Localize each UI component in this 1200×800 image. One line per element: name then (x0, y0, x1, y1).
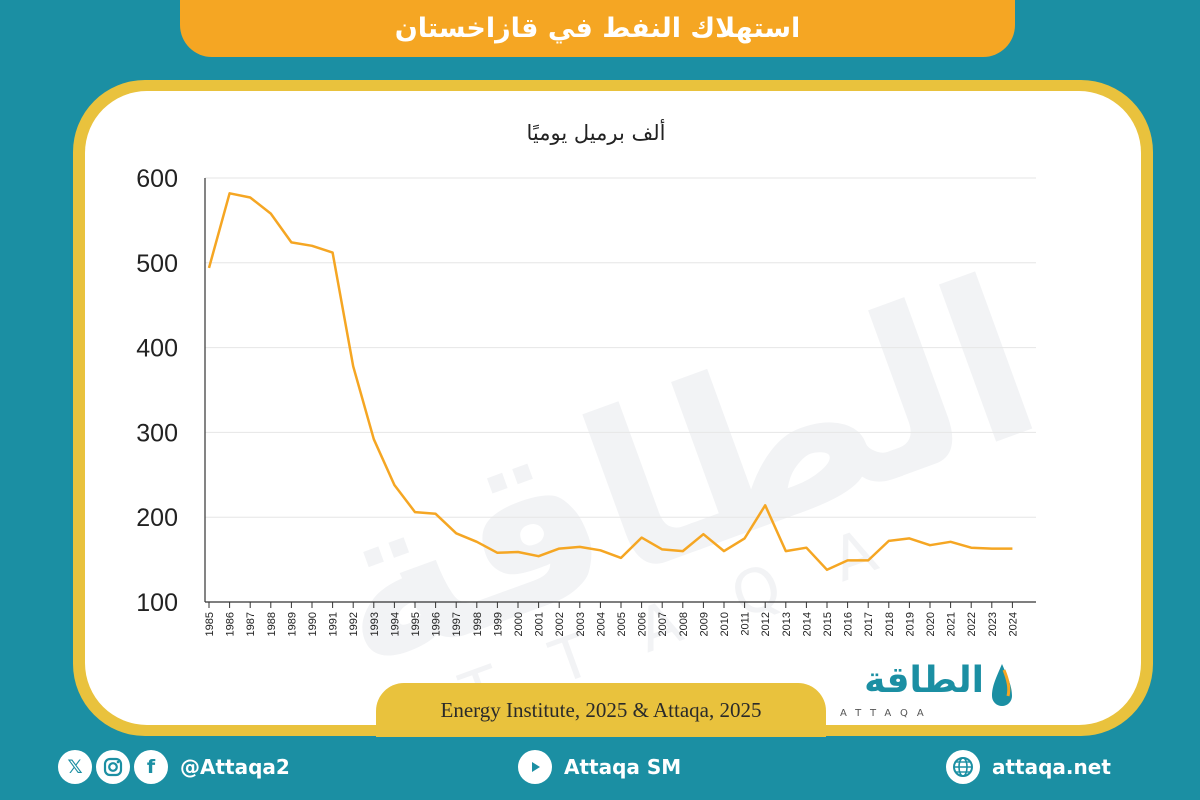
y-tick-label: 200 (136, 504, 178, 532)
logo-latin: ATTAQA (840, 708, 933, 719)
y-tick-label: 300 (136, 419, 178, 447)
x-tick-label: 1989 (286, 612, 298, 636)
social-handle[interactable]: @Attaqa2 (180, 755, 290, 779)
x-tick-label: 2001 (534, 612, 546, 636)
x-tick-label: 2020 (925, 612, 937, 636)
x-tick-label: 1985 (204, 612, 216, 636)
y-axis-unit-label: ألف برميل يوميًا (527, 119, 666, 145)
website-link: attaqa.net (946, 750, 1111, 784)
x-tick-label: 2006 (637, 612, 649, 636)
x-tick-label: 1991 (328, 612, 340, 636)
series-line (207, 192, 1013, 572)
x-tick-label: 2002 (554, 612, 566, 636)
x-tick-label: 1996 (431, 612, 443, 636)
y-tick-label: 400 (136, 335, 178, 363)
x-tick-label: 2008 (678, 612, 690, 636)
x-tick-label: 2012 (760, 612, 772, 636)
x-tick-label: 2004 (595, 612, 607, 636)
x-tick-label: 1997 (451, 612, 463, 636)
x-tick-label: 1993 (369, 612, 381, 636)
x-tick-label: 2014 (801, 612, 813, 636)
globe-icon[interactable] (946, 750, 980, 784)
footer: 𝕏 f @Attaqa2 Attaqa SM attaqa.net (0, 738, 1200, 800)
x-tick-label: 2000 (513, 612, 525, 636)
x-tick-label: 1999 (492, 612, 504, 636)
x-tick-label: 2009 (698, 612, 710, 636)
youtube-icon[interactable] (518, 750, 552, 784)
facebook-icon[interactable]: f (134, 750, 168, 784)
y-tick-label: 500 (136, 250, 178, 278)
instagram-icon[interactable] (96, 750, 130, 784)
y-tick-label: 100 (136, 589, 178, 617)
youtube-link: Attaqa SM (518, 750, 681, 784)
x-tick-labels: 1985 1986 1987 1988 1989 1990 1991 1992 1993 1994… (204, 602, 1019, 636)
social-links: 𝕏 f @Attaqa2 (58, 750, 290, 784)
x-tick-label: 2007 (657, 612, 669, 636)
x-tick-label: 2003 (575, 612, 587, 636)
x-tick-label: 1992 (348, 612, 360, 636)
x-tick-label: 2016 (843, 612, 855, 636)
chart-title: استهلاك النفط في قازاخستان (394, 13, 801, 44)
x-tick-label: 1995 (410, 612, 422, 636)
x-tick-label: 2018 (884, 612, 896, 636)
x-tick-label: 2015 (822, 612, 834, 636)
y-tick-label: 600 (136, 165, 178, 193)
x-tick-label: 2023 (987, 612, 999, 636)
x-tick-label: 2024 (1007, 612, 1019, 636)
x-tick-label: 1988 (266, 612, 278, 636)
x-tick-label: 2005 (616, 612, 628, 636)
x-tick-label: 1987 (245, 612, 257, 636)
youtube-handle[interactable]: Attaqa SM (564, 755, 682, 779)
oil-drop-icon (992, 664, 1012, 706)
source-pill: Energy Institute, 2025 & Attaqa, 2025 (376, 683, 826, 737)
x-tick-label: 1994 (389, 612, 401, 636)
x-tick-label: 2011 (740, 612, 752, 636)
attaqa-logo: الطاقة ATTAQA (838, 660, 1018, 722)
source-text: Energy Institute, 2025 & Attaqa, 2025 (440, 697, 762, 722)
logo-arabic: الطاقة (864, 660, 984, 701)
x-tick-label: 1990 (307, 612, 319, 636)
website-url[interactable]: attaqa.net (992, 755, 1111, 779)
chart-card: الطاقة ATTAQA (85, 91, 1141, 725)
x-tick-label: 2021 (946, 612, 958, 636)
grid-lines (205, 177, 1036, 518)
x-tick-label: 2017 (863, 612, 875, 636)
x-tick-label: 2013 (781, 612, 793, 636)
x-tick-label: 2022 (966, 612, 978, 636)
x-tick-label: 1998 (472, 612, 484, 636)
x-tick-label: 2019 (904, 612, 916, 636)
y-tick-labels: 100 200 300 400 500 600 (136, 165, 178, 617)
x-tick-label: 1986 (225, 612, 237, 636)
title-banner: استهلاك النفط في قازاخستان (180, 0, 1015, 57)
x-icon[interactable]: 𝕏 (58, 750, 92, 784)
watermark: الطاقة ATTAQA (292, 230, 1068, 725)
x-tick-label: 2010 (719, 612, 731, 636)
